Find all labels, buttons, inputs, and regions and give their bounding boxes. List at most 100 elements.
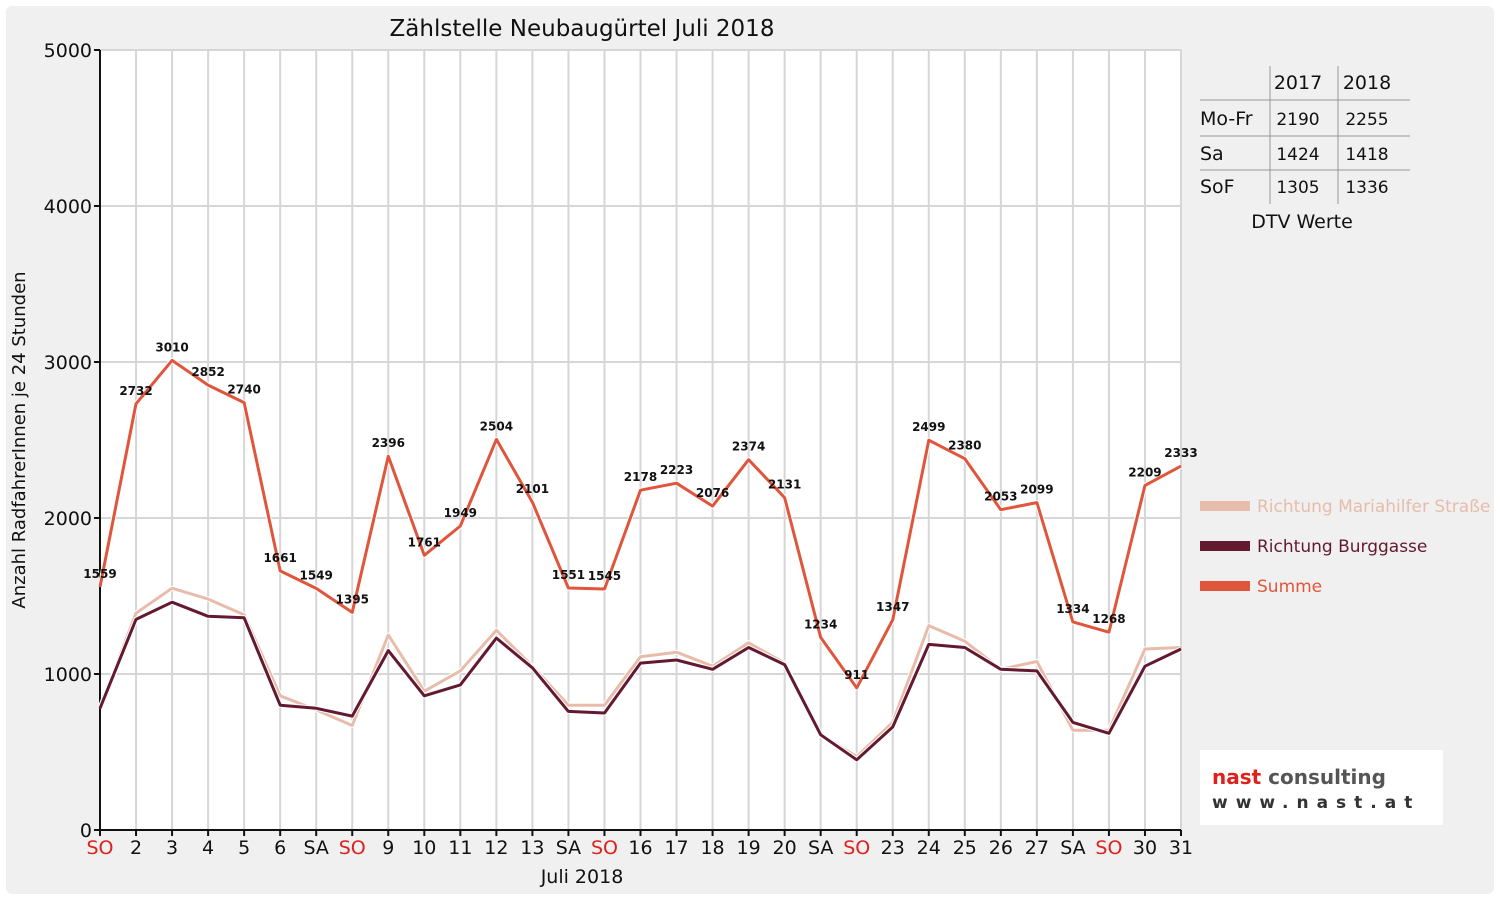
data-label: 2499 xyxy=(912,420,945,434)
data-label: 2178 xyxy=(624,470,657,484)
x-tick-label: 4 xyxy=(202,837,214,859)
data-label: 2131 xyxy=(768,478,801,492)
data-label: 2380 xyxy=(948,439,981,453)
data-label: 2396 xyxy=(372,436,405,450)
company-logo: nast consulting www.nast.at xyxy=(1200,750,1443,825)
x-tick-label: 18 xyxy=(700,837,724,859)
x-tick-label: SO xyxy=(339,837,366,859)
y-tick-label: 1000 xyxy=(44,664,92,686)
x-tick-label: 12 xyxy=(484,837,508,859)
x-tick-label: 13 xyxy=(520,837,544,859)
table-row-label: Sa xyxy=(1200,143,1224,165)
data-label: 1334 xyxy=(1056,602,1089,616)
grid xyxy=(100,49,1182,830)
legend-swatch xyxy=(1200,501,1250,511)
table-cell: 1418 xyxy=(1345,145,1388,165)
legend-label: Summe xyxy=(1257,577,1322,597)
table-header-2018: 2018 xyxy=(1343,72,1391,94)
data-label: 1949 xyxy=(444,506,477,520)
table-cell: 1424 xyxy=(1276,145,1319,165)
data-label: 911 xyxy=(844,668,869,682)
series-line-2 xyxy=(98,600,1182,762)
y-tick-label: 2000 xyxy=(44,508,92,530)
data-label: 1551 xyxy=(552,568,585,582)
y-tick-label: 3000 xyxy=(44,352,92,374)
data-label: 1234 xyxy=(804,617,837,631)
table-header-2017: 2017 xyxy=(1274,72,1322,94)
data-label: 2099 xyxy=(1020,483,1053,497)
x-tick-label: 11 xyxy=(448,837,472,859)
data-label: 2732 xyxy=(119,384,152,398)
chart-title: Zählstelle Neubaugürtel Juli 2018 xyxy=(390,16,775,42)
data-label: 2374 xyxy=(732,440,765,454)
table-caption: DTV Werte xyxy=(1251,211,1353,233)
table-row-label: SoF xyxy=(1200,176,1235,198)
x-ticks: SO 2 3 4 5 6 SA SO 9 10 11 12 13 SA SO 16 17 18 19 20 SA SO 23… xyxy=(86,830,1193,859)
data-label: 2053 xyxy=(984,490,1017,504)
x-tick-label: 3 xyxy=(166,837,178,859)
logo-box xyxy=(1200,750,1443,825)
data-label: 2333 xyxy=(1164,446,1197,460)
table-cell: 2190 xyxy=(1276,110,1319,130)
logo-url: www.nast.at xyxy=(1212,793,1420,813)
table-row-label: Mo-Fr xyxy=(1200,108,1253,130)
y-tick-label: 0 xyxy=(80,820,92,842)
x-axis-label: Juli 2018 xyxy=(540,866,624,888)
x-tick-label: SA xyxy=(1060,837,1085,859)
y-ticks: 0 1000 2000 3000 4000 5000 xyxy=(44,40,100,842)
data-label: 1661 xyxy=(263,551,296,565)
x-tick-label: 2 xyxy=(130,837,142,859)
data-label: 3010 xyxy=(155,340,188,354)
x-tick-label: 6 xyxy=(274,837,286,859)
table-cell: 1336 xyxy=(1345,178,1388,198)
x-tick-label: SA xyxy=(556,837,581,859)
data-label: 2223 xyxy=(660,463,693,477)
series-group xyxy=(97,357,1183,763)
x-tick-label: 23 xyxy=(881,837,905,859)
data-label: 1268 xyxy=(1092,612,1125,626)
data-label: 2504 xyxy=(480,419,513,433)
data-label: 1545 xyxy=(588,569,621,583)
data-label: 2852 xyxy=(191,365,224,379)
data-label: 1347 xyxy=(876,600,909,614)
x-tick-label: SO xyxy=(591,837,618,859)
y-axis-label: Anzahl RadfahrerInnen je 24 Stunden xyxy=(9,271,30,608)
y-tick-label: 4000 xyxy=(44,196,92,218)
data-label: 2076 xyxy=(696,486,729,500)
dtv-table: 2017 2018 Mo-Fr 2190 2255 Sa 1424 1418 S… xyxy=(1200,66,1410,233)
data-label: 1761 xyxy=(408,535,441,549)
legend-swatch xyxy=(1200,541,1250,551)
legend: Richtung Mariahilfer Straße Richtung Burg… xyxy=(1200,497,1490,597)
data-label: 1549 xyxy=(299,568,332,582)
x-tick-label: SO xyxy=(86,837,113,859)
legend-label: Richtung Mariahilfer Straße xyxy=(1257,497,1490,517)
y-tick-label: 5000 xyxy=(44,40,92,62)
series-line-3 xyxy=(98,358,1182,690)
data-label: 1395 xyxy=(336,592,369,606)
x-tick-label: SA xyxy=(303,837,328,859)
x-tick-label: 26 xyxy=(989,837,1013,859)
x-tick-label: SO xyxy=(843,837,870,859)
legend-label: Richtung Burggasse xyxy=(1257,537,1427,557)
data-label: 2101 xyxy=(516,482,549,496)
x-tick-label: 24 xyxy=(917,837,941,859)
data-label: 2740 xyxy=(227,383,260,397)
x-tick-label: 10 xyxy=(412,837,436,859)
table-cell: 2255 xyxy=(1345,110,1388,130)
logo-text: nast consulting xyxy=(1212,765,1386,789)
x-tick-label: 17 xyxy=(664,837,688,859)
data-label: 2209 xyxy=(1128,465,1161,479)
x-tick-label: SA xyxy=(808,837,833,859)
x-tick-label: 16 xyxy=(628,837,652,859)
x-tick-label: 19 xyxy=(737,837,761,859)
x-tick-label: 27 xyxy=(1025,837,1049,859)
x-tick-label: 5 xyxy=(238,837,250,859)
table-cell: 1305 xyxy=(1276,178,1319,198)
data-label: 1559 xyxy=(83,567,116,581)
legend-swatch xyxy=(1200,581,1250,591)
x-tick-label: 31 xyxy=(1169,837,1193,859)
x-tick-label: 25 xyxy=(953,837,977,859)
